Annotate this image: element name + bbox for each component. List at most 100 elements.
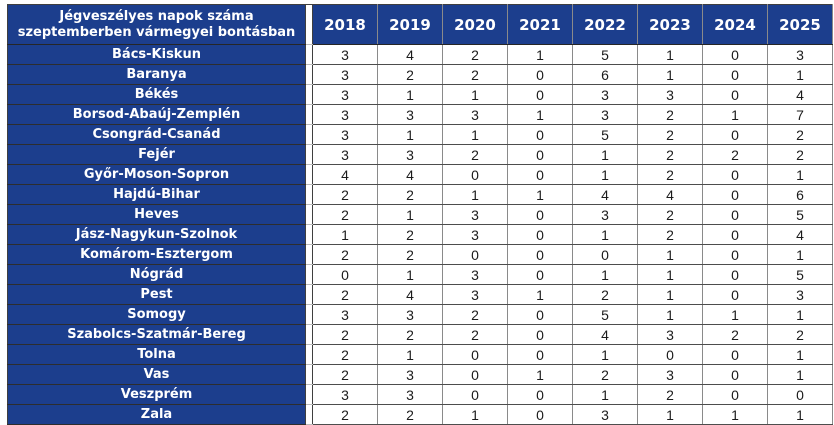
year-column-header: 2024 [702, 4, 768, 45]
value-cell: 0 [507, 64, 573, 85]
value-cell: 0 [572, 244, 638, 265]
value-cell: 4 [377, 44, 443, 65]
year-column-header: 2023 [637, 4, 703, 45]
value-cell: 3 [572, 404, 638, 425]
value-cell: 0 [507, 204, 573, 225]
value-cell: 3 [312, 124, 378, 145]
value-cell: 2 [377, 404, 443, 425]
value-cell: 3 [767, 44, 833, 65]
value-cell: 2 [377, 64, 443, 85]
value-cell: 5 [767, 264, 833, 285]
value-cell: 2 [312, 404, 378, 425]
county-label: Fejér [7, 144, 306, 165]
value-cell: 2 [767, 324, 833, 345]
value-cell: 2 [377, 324, 443, 345]
table-title: Jégveszélyes napok száma szeptemberben v… [7, 4, 306, 45]
value-cell: 1 [767, 344, 833, 365]
table-row: Bács-Kiskun 3 4 2 1 5 1 0 3 [7, 44, 833, 65]
value-cell: 0 [702, 204, 768, 225]
spacer-cell [305, 124, 313, 145]
value-cell: 1 [637, 264, 703, 285]
value-cell: 1 [442, 184, 508, 205]
spacer-cell [305, 204, 313, 225]
value-cell: 3 [312, 304, 378, 325]
value-cell: 0 [442, 164, 508, 185]
county-label: Komárom-Esztergom [7, 244, 306, 265]
county-label: Somogy [7, 304, 306, 325]
county-label: Veszprém [7, 384, 306, 405]
value-cell: 6 [767, 184, 833, 205]
value-cell: 3 [312, 64, 378, 85]
county-label: Vas [7, 364, 306, 385]
value-cell: 1 [767, 244, 833, 265]
value-cell: 3 [637, 324, 703, 345]
value-cell: 1 [637, 244, 703, 265]
county-label: Békés [7, 84, 306, 105]
value-cell: 0 [312, 264, 378, 285]
year-column-header: 2022 [572, 4, 638, 45]
spacer-cell [305, 244, 313, 265]
spacer-cell [305, 304, 313, 325]
value-cell: 4 [637, 184, 703, 205]
value-cell: 0 [702, 184, 768, 205]
year-column-header: 2018 [312, 4, 378, 45]
value-cell: 3 [637, 84, 703, 105]
spacer-cell [305, 344, 313, 365]
value-cell: 0 [702, 264, 768, 285]
value-cell: 1 [442, 404, 508, 425]
table-row: Győr-Moson-Sopron 4 4 0 0 1 2 0 1 [7, 164, 833, 185]
value-cell: 1 [507, 284, 573, 305]
value-cell: 3 [572, 84, 638, 105]
county-label: Nógrád [7, 264, 306, 285]
spacer-column-header [305, 4, 313, 45]
value-cell: 2 [442, 304, 508, 325]
value-cell: 2 [637, 124, 703, 145]
value-cell: 1 [507, 364, 573, 385]
year-column-header: 2021 [507, 4, 573, 45]
value-cell: 1 [702, 104, 768, 125]
table-title-line2: szeptemberben vármegyei bontásban [17, 24, 296, 40]
value-cell: 3 [377, 104, 443, 125]
value-cell: 1 [442, 124, 508, 145]
value-cell: 2 [312, 324, 378, 345]
table-row: Tolna 2 1 0 0 1 0 0 1 [7, 344, 833, 365]
value-cell: 3 [442, 284, 508, 305]
value-cell: 5 [572, 124, 638, 145]
value-cell: 3 [442, 104, 508, 125]
value-cell: 1 [442, 84, 508, 105]
county-label: Csongrád-Csanád [7, 124, 306, 145]
value-cell: 3 [312, 144, 378, 165]
value-cell: 2 [767, 124, 833, 145]
spacer-cell [305, 404, 313, 425]
county-label: Jász-Nagykun-Szolnok [7, 224, 306, 245]
value-cell: 1 [377, 204, 443, 225]
table-row: Fejér 3 3 2 0 1 2 2 2 [7, 144, 833, 165]
value-cell: 2 [312, 244, 378, 265]
value-cell: 0 [442, 364, 508, 385]
value-cell: 0 [507, 124, 573, 145]
county-label: Zala [7, 404, 306, 425]
table-row: Borsod-Abaúj-Zemplén 3 3 3 1 3 2 1 7 [7, 104, 833, 125]
spacer-cell [305, 364, 313, 385]
table-row: Békés 3 1 1 0 3 3 0 4 [7, 84, 833, 105]
table-row: Komárom-Esztergom 2 2 0 0 0 1 0 1 [7, 244, 833, 265]
spacer-cell [305, 44, 313, 65]
value-cell: 1 [767, 304, 833, 325]
county-label: Tolna [7, 344, 306, 365]
value-cell: 0 [702, 44, 768, 65]
value-cell: 1 [572, 164, 638, 185]
value-cell: 0 [507, 324, 573, 345]
value-cell: 5 [572, 304, 638, 325]
value-cell: 2 [637, 224, 703, 245]
spacer-cell [305, 224, 313, 245]
value-cell: 0 [507, 224, 573, 245]
value-cell: 1 [377, 344, 443, 365]
value-cell: 4 [377, 284, 443, 305]
value-cell: 2 [637, 104, 703, 125]
table-row: Zala 2 2 1 0 3 1 1 1 [7, 404, 833, 425]
value-cell: 2 [377, 184, 443, 205]
value-cell: 0 [702, 344, 768, 365]
value-cell: 1 [767, 64, 833, 85]
year-column-header: 2025 [767, 4, 833, 45]
